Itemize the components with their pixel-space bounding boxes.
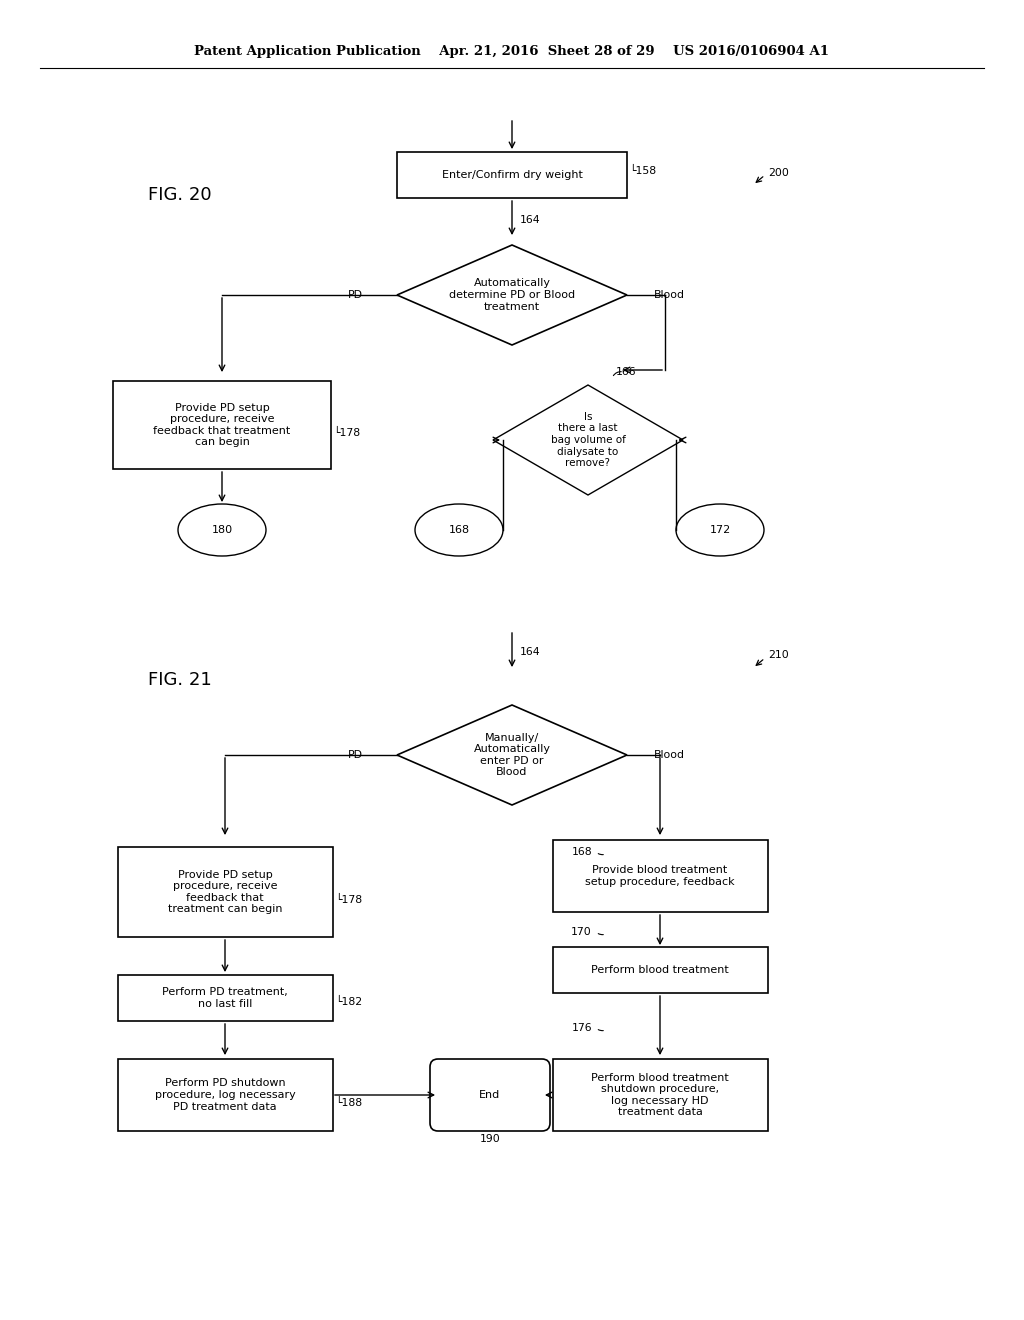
- Text: Perform PD shutdown
procedure, log necessary
PD treatment data: Perform PD shutdown procedure, log neces…: [155, 1078, 295, 1111]
- FancyBboxPatch shape: [397, 152, 627, 198]
- Text: 180: 180: [211, 525, 232, 535]
- Text: Provide PD setup
procedure, receive
feedback that treatment
can begin: Provide PD setup procedure, receive feed…: [154, 403, 291, 447]
- Text: └188: └188: [335, 1098, 362, 1107]
- Text: └178: └178: [335, 895, 362, 906]
- Text: 170: 170: [571, 927, 592, 937]
- Text: 164: 164: [520, 215, 541, 224]
- Text: 166: 166: [616, 367, 637, 378]
- FancyBboxPatch shape: [553, 840, 768, 912]
- Text: End: End: [479, 1090, 501, 1100]
- Text: Perform blood treatment: Perform blood treatment: [591, 965, 729, 975]
- Text: Perform blood treatment
shutdown procedure,
log necessary HD
treatment data: Perform blood treatment shutdown procedu…: [591, 1073, 729, 1118]
- Text: 200: 200: [768, 168, 788, 178]
- FancyBboxPatch shape: [118, 1059, 333, 1131]
- Text: 164: 164: [520, 647, 541, 657]
- Text: Provide PD setup
procedure, receive
feedback that
treatment can begin: Provide PD setup procedure, receive feed…: [168, 870, 283, 915]
- Polygon shape: [397, 705, 627, 805]
- FancyBboxPatch shape: [553, 946, 768, 993]
- Ellipse shape: [178, 504, 266, 556]
- Polygon shape: [397, 246, 627, 345]
- Text: 190: 190: [479, 1134, 501, 1144]
- Text: PD: PD: [347, 750, 362, 760]
- Text: FIG. 20: FIG. 20: [148, 186, 212, 205]
- Ellipse shape: [415, 504, 503, 556]
- Text: 176: 176: [571, 1023, 592, 1034]
- FancyBboxPatch shape: [430, 1059, 550, 1131]
- Text: 168: 168: [449, 525, 470, 535]
- Text: 172: 172: [710, 525, 731, 535]
- Text: Automatically
determine PD or Blood
treatment: Automatically determine PD or Blood trea…: [449, 279, 575, 312]
- Text: Blood: Blood: [653, 750, 684, 760]
- Text: Is
there a last
bag volume of
dialysate to
remove?: Is there a last bag volume of dialysate …: [551, 412, 626, 469]
- Text: └178: └178: [333, 428, 360, 438]
- Ellipse shape: [676, 504, 764, 556]
- FancyBboxPatch shape: [113, 381, 331, 469]
- Text: └158: └158: [629, 166, 656, 176]
- FancyBboxPatch shape: [118, 975, 333, 1020]
- Text: Provide blood treatment
setup procedure, feedback: Provide blood treatment setup procedure,…: [585, 865, 735, 887]
- Text: 168: 168: [571, 847, 592, 857]
- Polygon shape: [493, 385, 683, 495]
- FancyBboxPatch shape: [553, 1059, 768, 1131]
- Text: Patent Application Publication    Apr. 21, 2016  Sheet 28 of 29    US 2016/01069: Patent Application Publication Apr. 21, …: [195, 45, 829, 58]
- Text: Manually/
Automatically
enter PD or
Blood: Manually/ Automatically enter PD or Bloo…: [473, 733, 551, 777]
- Text: Enter/Confirm dry weight: Enter/Confirm dry weight: [441, 170, 583, 180]
- Text: FIG. 21: FIG. 21: [148, 671, 212, 689]
- Text: Perform PD treatment,
no last fill: Perform PD treatment, no last fill: [162, 987, 288, 1008]
- Text: └182: └182: [335, 997, 362, 1007]
- Text: PD: PD: [347, 290, 362, 300]
- Text: 210: 210: [768, 649, 788, 660]
- FancyBboxPatch shape: [118, 847, 333, 937]
- Text: Blood: Blood: [653, 290, 684, 300]
